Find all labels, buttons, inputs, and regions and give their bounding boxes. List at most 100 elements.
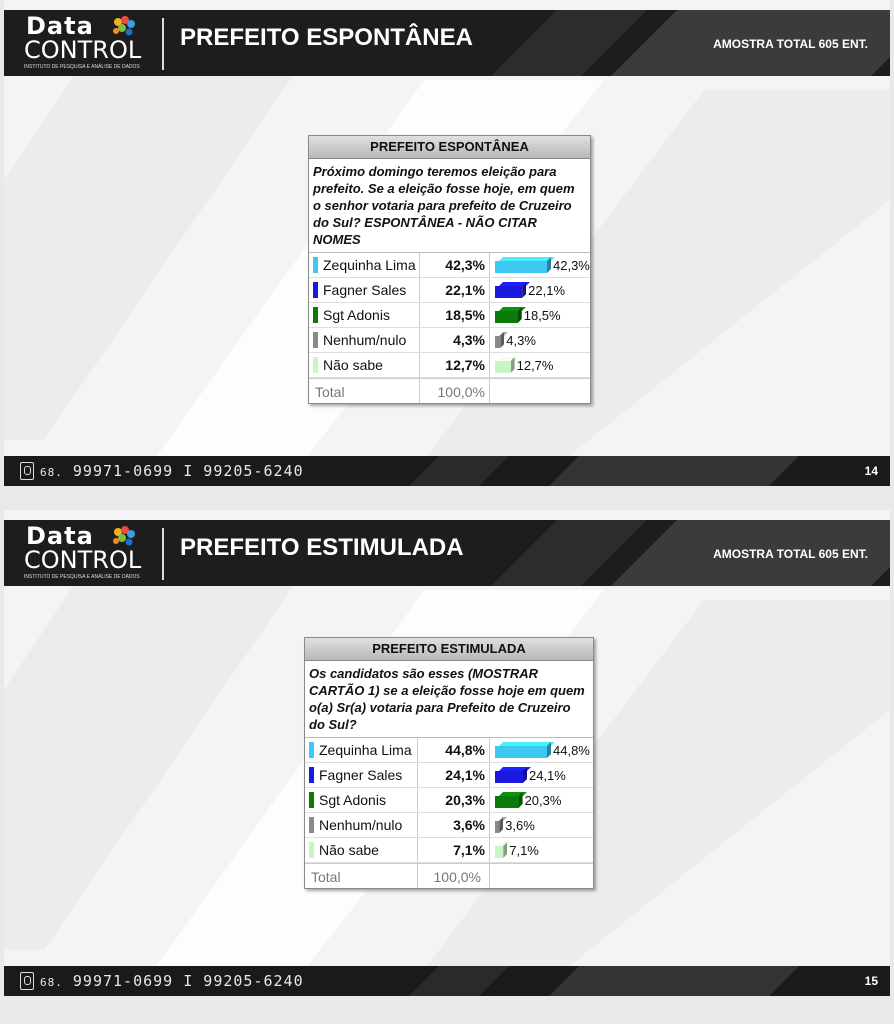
color-swatch xyxy=(309,817,314,833)
bar-value-label: 42,3% xyxy=(553,258,590,273)
data-control-logo: Data CONTROL INSTITUTO DE PESQUISA E ANÁ… xyxy=(22,522,152,584)
table-row: Nenhum/nulo 4,3% 4,3% xyxy=(309,328,590,353)
footer-bar: 68. 99971-0699 I 99205-6240 14 xyxy=(4,456,890,486)
total-row: Total 100,0% xyxy=(305,863,593,888)
footer-bar: 68. 99971-0699 I 99205-6240 15 xyxy=(4,966,890,996)
phone-prefix: 68. xyxy=(40,976,63,989)
phone-numbers: 99971-0699 I 99205-6240 xyxy=(72,972,304,990)
results-rows: Zequinha Lima 44,8% 44,8% Fagner Sales 24,1%… xyxy=(305,738,593,863)
contact-phones: 68. 99971-0699 I 99205-6240 xyxy=(40,972,304,990)
phone-numbers: 99971-0699 I 99205-6240 xyxy=(72,462,304,480)
total-value: 100,0% xyxy=(437,384,485,400)
survey-question: Os candidatos são esses (MOSTRAR CARTÃO … xyxy=(305,661,593,738)
total-label: Total xyxy=(311,869,341,885)
bar-value-label: 24,1% xyxy=(528,768,566,783)
bar-nenhum-nulo: 4,3% xyxy=(495,332,536,348)
phone-prefix: 68. xyxy=(40,466,63,479)
color-swatch xyxy=(313,257,318,273)
category-label: Nenhum/nulo xyxy=(319,817,403,833)
category-label: Fagner Sales xyxy=(323,282,407,298)
survey-question: Próximo domingo teremos eleição para pre… xyxy=(309,159,590,253)
color-swatch xyxy=(309,742,314,758)
slide-14: Data CONTROL INSTITUTO DE PESQUISA E ANÁ… xyxy=(4,0,890,486)
color-swatch xyxy=(309,842,314,858)
whatsapp-icon xyxy=(20,972,34,990)
bar-value-label: 12,7% xyxy=(516,358,554,373)
color-swatch xyxy=(309,767,314,783)
percent-value: 44,8% xyxy=(445,742,485,758)
color-swatch xyxy=(309,792,314,808)
results-table: PREFEITO ESPONTÂNEA Próximo domingo tere… xyxy=(308,135,591,404)
table-row: Nenhum/nulo 3,6% 3,6% xyxy=(305,813,593,838)
header-bar xyxy=(4,10,890,76)
bar-value-label: 22,1% xyxy=(528,283,566,298)
table-row: Não sabe 12,7% 12,7% xyxy=(309,353,590,378)
table-title: PREFEITO ESPONTÂNEA xyxy=(309,136,590,159)
table-row: Sgt Adonis 20,3% 20,3% xyxy=(305,788,593,813)
table-row: Não sabe 7,1% 7,1% xyxy=(305,838,593,863)
header-divider xyxy=(162,18,164,70)
table-row: Zequinha Lima 42,3% 42,3% xyxy=(309,253,590,278)
color-swatch xyxy=(313,357,318,373)
table-title: PREFEITO ESTIMULADA xyxy=(305,638,593,661)
category-label: Não sabe xyxy=(323,357,383,373)
sample-size: AMOSTRA TOTAL 605 ENT. xyxy=(713,37,868,51)
bar-sgt-adonis: 20,3% xyxy=(495,792,561,808)
brain-icon xyxy=(113,526,135,546)
page-title: PREFEITO ESTIMULADA xyxy=(180,534,464,561)
header-divider xyxy=(162,528,164,580)
category-label: Sgt Adonis xyxy=(323,307,390,323)
total-label: Total xyxy=(315,384,345,400)
brain-icon xyxy=(113,16,135,36)
color-swatch xyxy=(313,332,318,348)
logo-data-text: Data xyxy=(26,522,94,550)
data-control-logo: Data CONTROL INSTITUTO DE PESQUISA E ANÁ… xyxy=(22,12,152,74)
bar-value-label: 44,8% xyxy=(553,743,590,758)
percent-value: 12,7% xyxy=(445,357,485,373)
percent-value: 20,3% xyxy=(445,792,485,808)
total-value: 100,0% xyxy=(433,869,481,885)
contact-phones: 68. 99971-0699 I 99205-6240 xyxy=(40,462,304,480)
whatsapp-icon xyxy=(20,462,34,480)
bar-n-o-sabe: 12,7% xyxy=(495,357,553,373)
percent-value: 22,1% xyxy=(445,282,485,298)
category-label: Zequinha Lima xyxy=(319,742,412,758)
bar-nenhum-nulo: 3,6% xyxy=(495,817,535,833)
bar-n-o-sabe: 7,1% xyxy=(495,842,539,858)
logo-control-text: CONTROL xyxy=(24,546,142,574)
bar-value-label: 4,3% xyxy=(506,333,536,348)
page-number: 15 xyxy=(864,974,878,988)
page-number: 14 xyxy=(864,464,878,478)
bar-value-label: 18,5% xyxy=(523,308,561,323)
color-swatch xyxy=(313,307,318,323)
results-table: PREFEITO ESTIMULADA Os candidatos são es… xyxy=(304,637,594,889)
header-bar xyxy=(4,520,890,586)
bar-value-label: 20,3% xyxy=(524,793,562,808)
results-rows: Zequinha Lima 42,3% 42,3% Fagner Sales 22,1%… xyxy=(309,253,590,378)
category-label: Zequinha Lima xyxy=(323,257,416,273)
page-title: PREFEITO ESPONTÂNEA xyxy=(180,24,473,51)
total-row: Total 100,0% xyxy=(309,378,590,403)
percent-value: 4,3% xyxy=(453,332,485,348)
table-row: Zequinha Lima 44,8% 44,8% xyxy=(305,738,593,763)
table-row: Sgt Adonis 18,5% 18,5% xyxy=(309,303,590,328)
percent-value: 24,1% xyxy=(445,767,485,783)
bar-value-label: 7,1% xyxy=(509,843,539,858)
table-row: Fagner Sales 24,1% 24,1% xyxy=(305,763,593,788)
bar-fagner-sales: 24,1% xyxy=(495,767,566,783)
logo-subtitle: INSTITUTO DE PESQUISA E ANÁLISE DE DADOS xyxy=(24,64,140,70)
logo-subtitle: INSTITUTO DE PESQUISA E ANÁLISE DE DADOS xyxy=(24,574,140,580)
logo-data-text: Data xyxy=(26,12,94,40)
table-row: Fagner Sales 22,1% 22,1% xyxy=(309,278,590,303)
percent-value: 18,5% xyxy=(445,307,485,323)
category-label: Sgt Adonis xyxy=(319,792,386,808)
category-label: Não sabe xyxy=(319,842,379,858)
logo-control-text: CONTROL xyxy=(24,36,142,64)
color-swatch xyxy=(313,282,318,298)
bar-value-label: 3,6% xyxy=(505,818,535,833)
slide-15: Data CONTROL INSTITUTO DE PESQUISA E ANÁ… xyxy=(4,510,890,996)
percent-value: 3,6% xyxy=(453,817,485,833)
percent-value: 7,1% xyxy=(453,842,485,858)
bar-zequinha-lima: 42,3% xyxy=(495,257,590,273)
category-label: Fagner Sales xyxy=(319,767,403,783)
